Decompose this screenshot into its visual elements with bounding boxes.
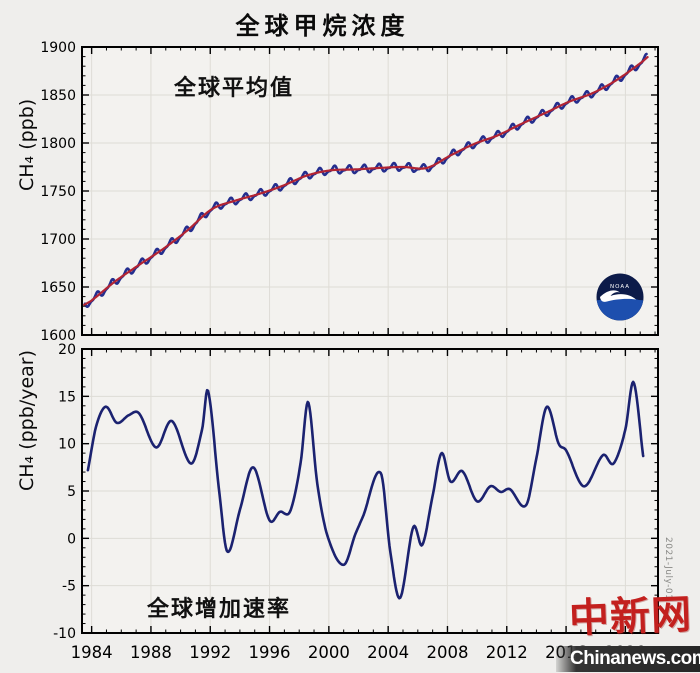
y-tick-label: 10 bbox=[58, 437, 76, 453]
noaa-logo-sea bbox=[596, 297, 644, 321]
y-tick-label: 1900 bbox=[40, 40, 76, 56]
y-tick-label: 15 bbox=[58, 389, 76, 405]
y-tick-label: 1800 bbox=[40, 136, 76, 152]
x-tick-label: 1984 bbox=[71, 643, 113, 662]
chart-title: 全球甲烷浓度 bbox=[235, 12, 410, 40]
bottom-panel-frame bbox=[81, 348, 659, 634]
y-tick-label: -10 bbox=[53, 626, 76, 642]
y-tick-label: 20 bbox=[58, 342, 76, 358]
y-tick-label: 5 bbox=[67, 484, 76, 500]
x-tick-label: 1988 bbox=[130, 643, 172, 662]
top-panel: 1600 1650 1700 1750 1800 1850 1900 bbox=[40, 40, 659, 344]
noaa-logo-text: NOAA bbox=[610, 284, 630, 290]
deseasonalized-trend-line bbox=[83, 56, 649, 306]
chinanews-banner: Chinanews.com bbox=[556, 646, 700, 672]
noaa-gull-icon bbox=[600, 290, 636, 302]
chinanews-banner-text: Chinanews.com bbox=[570, 648, 700, 669]
bottom-panel-annotation: 全球增加速率 bbox=[147, 597, 292, 622]
y-tick-label: 1650 bbox=[40, 280, 76, 296]
chinanews-logo-cn: 中新网 bbox=[568, 590, 693, 643]
x-tick-label: 2004 bbox=[367, 643, 409, 662]
x-tick-label: 2012 bbox=[486, 643, 528, 662]
x-tick-label: 1996 bbox=[249, 643, 291, 662]
y-tick-label: -5 bbox=[62, 579, 76, 595]
growth-rate-line bbox=[86, 380, 645, 600]
x-tick-label: 1992 bbox=[189, 643, 231, 662]
x-tick-label: 2008 bbox=[426, 643, 468, 662]
y-tick-label: 1600 bbox=[40, 328, 76, 344]
y-tick-label: 1850 bbox=[40, 88, 76, 104]
noaa-logo: NOAA bbox=[596, 273, 644, 321]
y-tick-label: 1750 bbox=[40, 184, 76, 200]
y-tick-label: 0 bbox=[67, 531, 76, 547]
top-panel-frame bbox=[81, 46, 659, 336]
creation-datestamp: 2021-July-01 bbox=[663, 537, 673, 601]
y-tick-label: 1700 bbox=[40, 232, 76, 248]
x-tick-label: 2000 bbox=[308, 643, 350, 662]
top-panel-annotation: 全球平均值 bbox=[174, 76, 295, 101]
bottom-panel: -10 -5 0 5 10 15 20 1984 1988 1992 1996 2000 2004 200… bbox=[53, 342, 659, 662]
